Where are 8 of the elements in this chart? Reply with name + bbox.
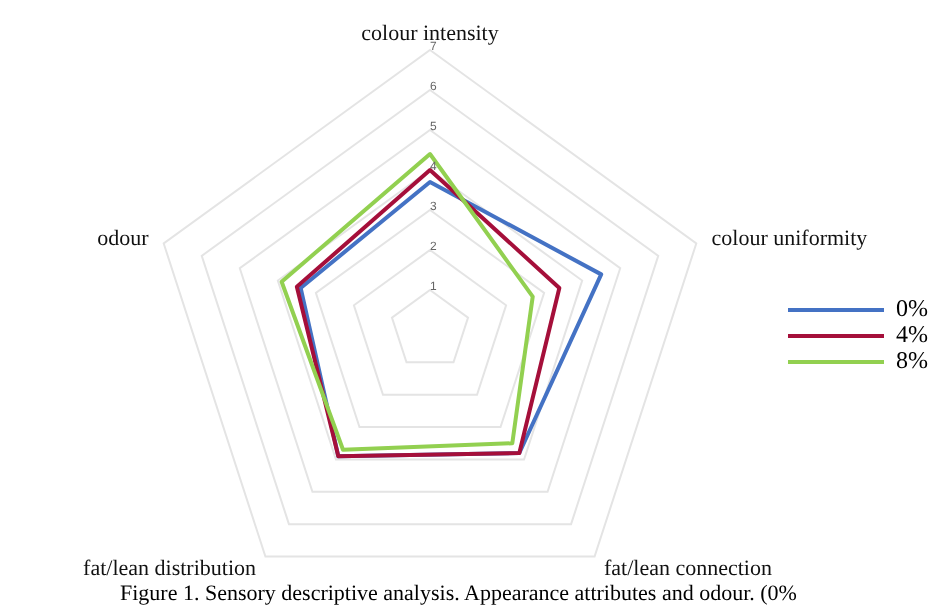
spoke-label: fat/lean distribution	[83, 557, 258, 582]
spoke-label: fat/lean connection	[603, 557, 773, 582]
spoke-label: odour	[97, 226, 150, 251]
legend-label: 8%	[896, 346, 928, 376]
caption: Figure 1. Sensory descriptive analysis. Appearance attributes and odour. (0%	[120, 582, 797, 606]
spoke-label: colour uniformity	[711, 226, 869, 251]
legend-label: 4%	[896, 320, 928, 350]
legend-label: 0%	[896, 294, 928, 324]
